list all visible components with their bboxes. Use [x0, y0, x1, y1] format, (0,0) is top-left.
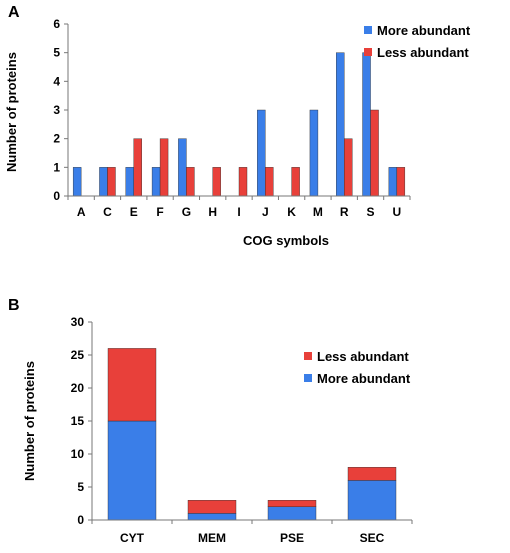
- bar-more-abundant: [151, 167, 161, 197]
- y-tick-label-b: 15: [71, 414, 85, 428]
- bar-more-abundant: [309, 109, 319, 197]
- x-tick-label-a: A: [77, 205, 86, 219]
- x-tick-label-a: F: [156, 205, 163, 219]
- y-tick-label-a: 0: [53, 189, 60, 203]
- x-tick-label-a: I: [237, 205, 240, 219]
- y-tick-label-b: 5: [77, 480, 84, 494]
- stacked-segment-more-abundant: [267, 506, 317, 521]
- stacked-segment-more-abundant: [187, 513, 237, 521]
- bar-more-abundant: [336, 52, 345, 197]
- bar-more-abundant: [178, 138, 187, 197]
- x-tick-label-a: J: [262, 205, 269, 219]
- y-tick-label-a: 5: [53, 46, 60, 60]
- x-tick-label-a: G: [182, 205, 191, 219]
- stacked-segment-less-abundant: [107, 348, 157, 422]
- bar-more-abundant: [99, 167, 108, 197]
- stacked-segment-more-abundant: [347, 480, 397, 521]
- y-tick-label-b: 20: [71, 381, 85, 395]
- y-tick-label-a: 4: [53, 74, 60, 88]
- x-tick-label-b: SEC: [360, 531, 385, 545]
- bar-less-abundant: [186, 167, 195, 197]
- bar-less-abundant: [396, 167, 406, 197]
- y-tick-label-a: 6: [53, 17, 60, 31]
- y-tick-label-a: 3: [53, 103, 60, 117]
- legend-label-a: More abundant: [377, 23, 471, 38]
- stacked-segment-less-abundant: [347, 467, 397, 481]
- y-axis-title-b: Number of proteins: [22, 361, 37, 481]
- bar-more-abundant: [72, 167, 82, 197]
- stacked-segment-less-abundant: [187, 500, 237, 514]
- x-tick-label-a: R: [340, 205, 349, 219]
- chart-panel-a: A Number of proteins COG symbols 0 1 2 3 4 5 6…: [4, 4, 471, 248]
- y-tick-label-a: 1: [53, 160, 60, 174]
- stacked-segment-more-abundant: [107, 420, 157, 521]
- legend-swatch-a: [364, 26, 372, 34]
- x-tick-label-a: C: [103, 205, 112, 219]
- y-tick-label-b: 10: [71, 447, 85, 461]
- x-tick-label-a: H: [208, 205, 217, 219]
- bar-less-abundant: [291, 167, 300, 197]
- legend-swatch-b: [304, 352, 312, 360]
- bar-less-abundant: [344, 138, 353, 197]
- bar-less-abundant: [133, 138, 142, 197]
- legend-swatch-a: [364, 48, 372, 56]
- x-tick-label-a: M: [313, 205, 323, 219]
- bar-less-abundant: [370, 109, 379, 197]
- legend-label-b: Less abundant: [317, 349, 409, 364]
- x-tick-label-a: U: [393, 205, 402, 219]
- y-tick-label-b: 25: [71, 348, 85, 362]
- panel-letter-a: A: [8, 4, 20, 21]
- bar-less-abundant: [212, 167, 221, 197]
- legend-label-a: Less abundant: [377, 45, 469, 60]
- x-tick-label-a: S: [367, 205, 375, 219]
- y-tick-label-b: 0: [77, 513, 84, 527]
- x-axis-title-a: COG symbols: [243, 233, 329, 248]
- chart-panel-b: B Number of proteins 0 5 10 15 20 25 30 CYT MEM…: [8, 297, 413, 545]
- y-tick-label-a: 2: [53, 132, 60, 146]
- y-axis-title-a: Number of proteins: [4, 52, 19, 172]
- x-tick-label-b: CYT: [120, 531, 145, 545]
- x-tick-label-a: E: [130, 205, 138, 219]
- bar-less-abundant: [265, 167, 274, 197]
- x-tick-label-a: K: [287, 205, 296, 219]
- bar-less-abundant: [107, 167, 116, 197]
- panel-letter-b: B: [8, 297, 20, 314]
- bar-less-abundant: [238, 167, 248, 197]
- bar-more-abundant: [257, 109, 266, 197]
- y-tick-label-b: 30: [71, 315, 85, 329]
- stacked-segment-less-abundant: [267, 500, 317, 508]
- bar-more-abundant: [388, 167, 398, 197]
- legend-label-b: More abundant: [317, 371, 411, 386]
- bar-less-abundant: [159, 138, 169, 197]
- x-tick-label-b: MEM: [198, 531, 226, 545]
- bar-more-abundant: [125, 167, 134, 197]
- bar-more-abundant: [362, 52, 371, 197]
- x-tick-label-b: PSE: [280, 531, 304, 545]
- legend-swatch-b: [304, 374, 312, 382]
